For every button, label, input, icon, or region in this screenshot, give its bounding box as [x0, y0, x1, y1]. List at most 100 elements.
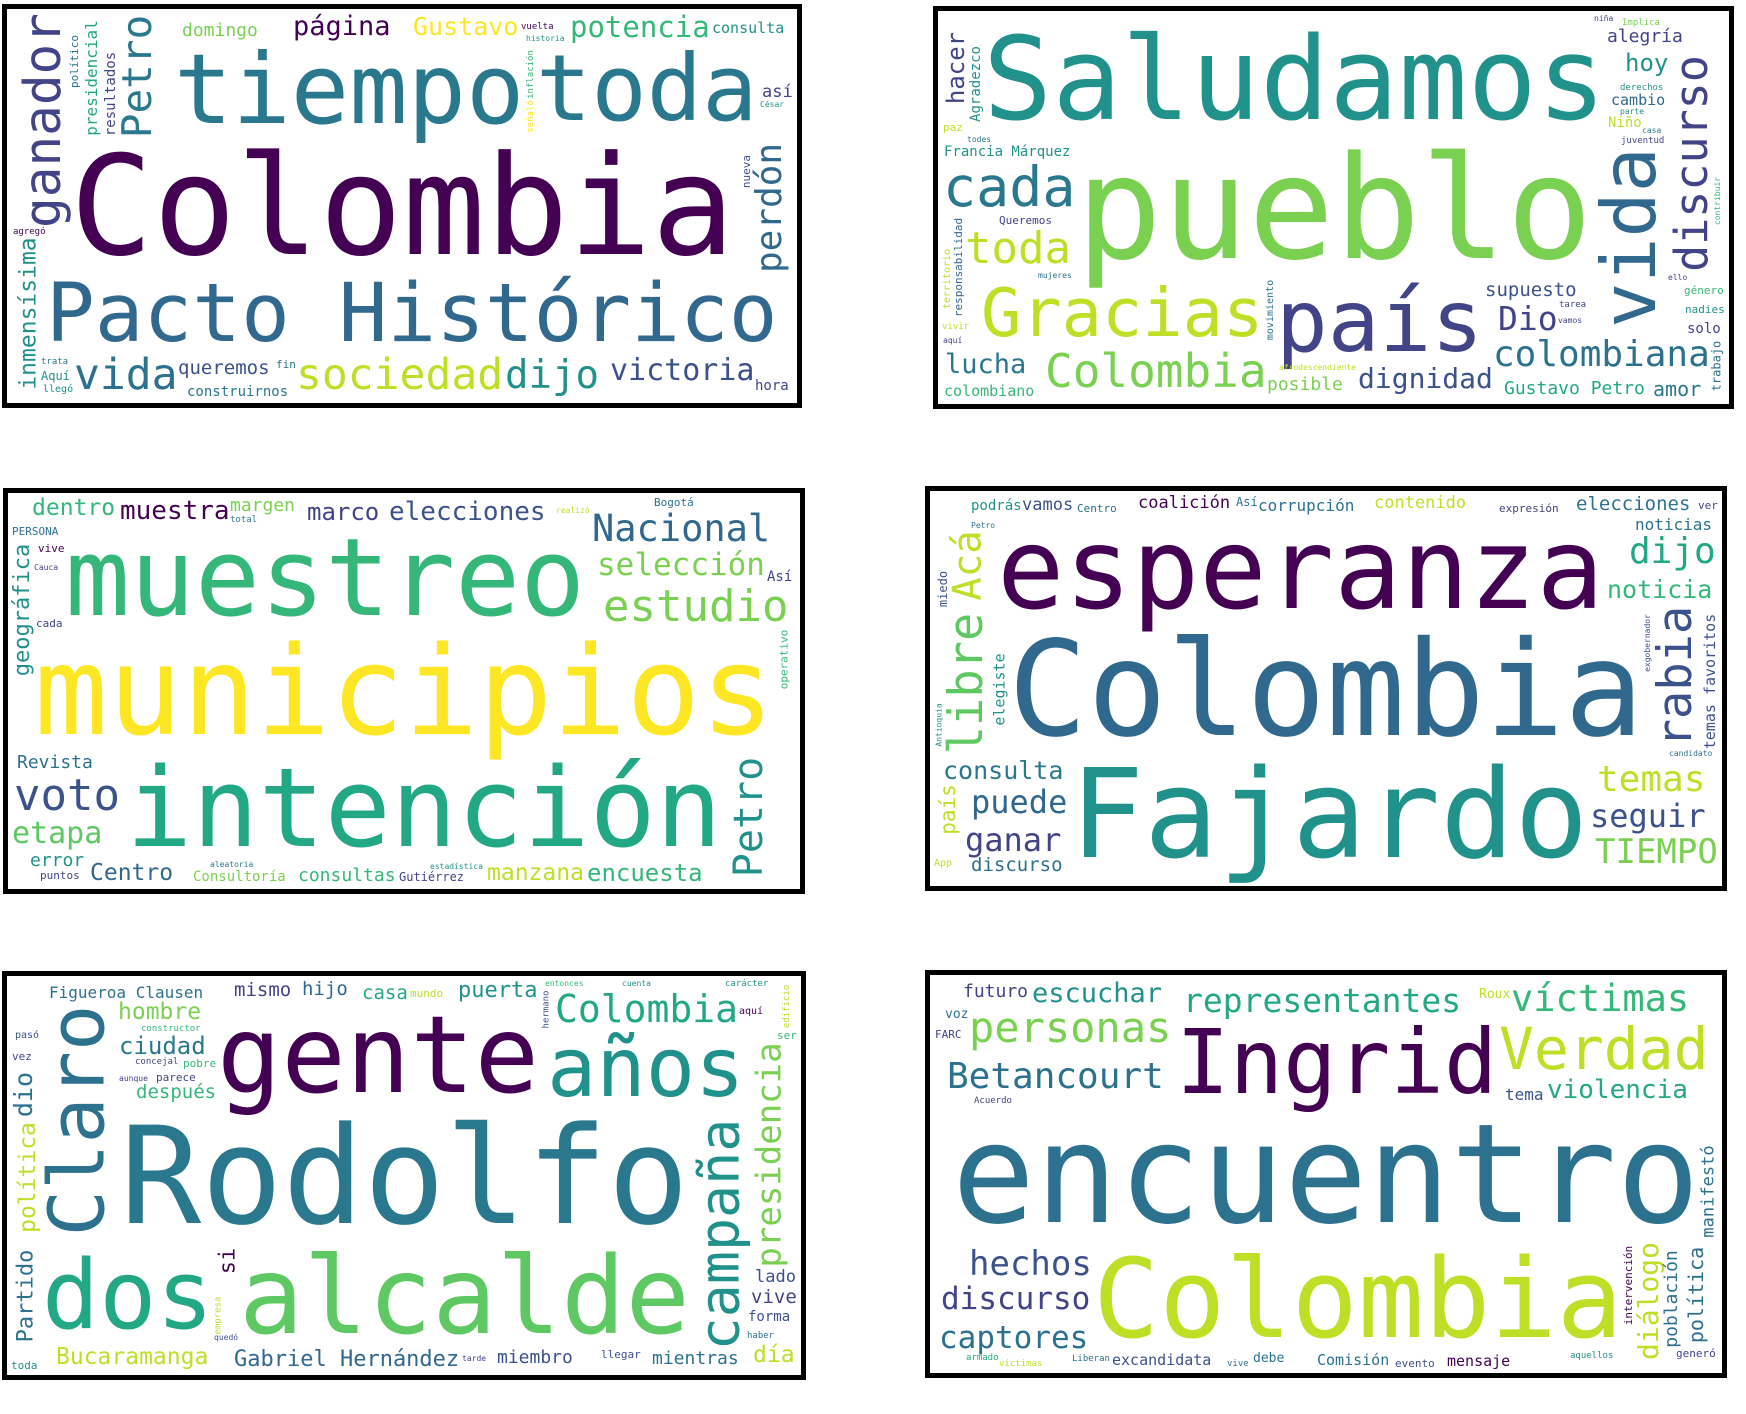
word-cloud-2-word: dignidad: [1358, 362, 1493, 395]
word-cloud-2-word: Gustavo Petro: [1504, 378, 1645, 399]
word-cloud-6-word: política: [1683, 1247, 1708, 1344]
word-cloud-2-word: Implica: [1622, 18, 1660, 28]
word-cloud-1-word: victoria: [610, 353, 755, 388]
word-cloud-2-word: ello: [1668, 273, 1688, 282]
word-cloud-2-word: Queremos: [999, 214, 1052, 227]
word-cloud-1-word: así: [762, 82, 793, 102]
word-cloud-4-word: Centro: [1077, 502, 1117, 515]
word-cloud-4-word: expresión: [1499, 502, 1559, 515]
word-cloud-5-word: años: [547, 1021, 745, 1116]
word-cloud-5-word: haber: [747, 1331, 775, 1341]
word-cloud-3-word: geográfica: [9, 544, 35, 677]
word-cloud-1-word: Aquí: [41, 369, 70, 383]
word-cloud-5-word: aunque: [119, 1074, 148, 1083]
word-cloud-2-word: posible: [1267, 374, 1343, 395]
word-cloud-2-word: movimiento: [1264, 280, 1276, 341]
word-cloud-2-word: vamos: [1558, 316, 1583, 325]
word-cloud-6-word: representantes: [1183, 981, 1462, 1020]
word-cloud-4-word: Fajardo: [1070, 744, 1589, 887]
word-cloud-6-word: FARC: [935, 1028, 962, 1041]
word-cloud-3-word: Bogotá: [654, 496, 694, 509]
word-cloud-2-word: Colombia: [1045, 344, 1267, 398]
word-cloud-3-word: puntos: [40, 869, 80, 882]
word-cloud-3-word: muestreo: [65, 516, 586, 641]
word-cloud-5-word: gente: [217, 994, 540, 1118]
word-cloud-6-word: Liberan: [1072, 1354, 1110, 1364]
word-cloud-3-word: margen: [230, 495, 296, 516]
word-cloud-4-word: elecciones: [1576, 493, 1691, 515]
word-cloud-2-word: pueblo: [1076, 125, 1593, 292]
word-cloud-6-word: mensaje: [1447, 1352, 1511, 1370]
word-cloud-3-word: total: [230, 515, 258, 525]
word-cloud-6-word: hechos: [969, 1244, 1092, 1284]
word-cloud-3-word: estudio: [603, 581, 789, 632]
word-cloud-6-word: Verdad: [1499, 1015, 1709, 1083]
word-cloud-4-word: coalición: [1138, 493, 1231, 513]
word-cloud-4-word: Acá: [945, 530, 991, 601]
word-cloud-4-word: puede: [971, 783, 1068, 821]
word-cloud-3-word: voto: [14, 770, 120, 821]
word-cloud-1-word: Pacto Histórico: [46, 267, 778, 361]
word-cloud-4-word: país: [935, 784, 960, 835]
word-cloud-1-word: domingo: [182, 20, 258, 41]
word-cloud-5-word: carácter: [725, 979, 769, 989]
word-cloud-1-word: consulta: [712, 19, 785, 37]
word-cloud-3-word: Gutiérrez: [399, 870, 465, 884]
word-cloud-3-word: dentro: [32, 495, 116, 521]
word-cloud-5-word: día: [753, 1342, 795, 1368]
word-cloud-2-word: cambio: [1611, 91, 1666, 109]
word-cloud-6-word: diálogo: [1631, 1242, 1665, 1361]
word-cloud-2-word: hoy: [1625, 49, 1669, 77]
word-cloud-2-word: tarea: [1559, 300, 1587, 310]
word-cloud-4-word: seguir: [1590, 797, 1706, 835]
word-cloud-3-word: Centro: [90, 860, 174, 886]
word-cloud-4-word: rabia: [1648, 605, 1704, 747]
word-cloud-4: Colombia esperanza Fajardo temas consulta TIE…: [925, 486, 1727, 891]
word-cloud-2-word: supuesto: [1485, 279, 1577, 301]
word-cloud-6-word: violencia: [1547, 1075, 1688, 1105]
word-cloud-3-word: estadística: [430, 862, 483, 871]
word-cloud-4-word: corrupción: [1258, 496, 1355, 515]
word-cloud-5-word: Gabriel Hernández: [234, 1347, 460, 1372]
word-cloud-5-word: si: [214, 1248, 240, 1275]
word-cloud-5-word: presidencia: [749, 1042, 790, 1268]
word-cloud-2-word: derechos: [1620, 83, 1664, 93]
word-cloud-5-word: entonces: [545, 979, 584, 988]
word-cloud-5-word: pobre: [183, 1057, 217, 1070]
word-cloud-3-word: vive: [38, 542, 65, 555]
word-cloud-1-word: construirnos: [187, 384, 289, 400]
word-cloud-2: pueblo Saludamos país Gracias vida Colombia ca…: [933, 6, 1734, 409]
word-cloud-5-word: quedó: [214, 1333, 239, 1342]
word-cloud-6-word: Comisión: [1317, 1351, 1390, 1369]
word-cloud-1-word: resultados: [102, 52, 119, 137]
word-cloud-4-word: esperanza: [997, 505, 1604, 635]
word-cloud-6-word: debe: [1253, 1351, 1285, 1366]
word-cloud-5-word: vive: [751, 1286, 797, 1308]
word-cloud-6-word: población: [1660, 1250, 1682, 1348]
word-cloud-5-word: constructor: [141, 1024, 201, 1034]
word-cloud-2-word: género: [1684, 284, 1724, 297]
word-cloud-4-word: Petro: [971, 521, 996, 530]
word-cloud-1-word: ganador: [13, 13, 73, 229]
word-cloud-6-word: intervención: [1621, 1246, 1635, 1326]
word-cloud-6-word: excandidata: [1112, 1351, 1212, 1369]
word-cloud-1-word: inmensísima: [15, 237, 42, 390]
word-cloud-6-word: Ingrid: [1176, 1010, 1498, 1114]
word-cloud-4-word: ganar: [965, 821, 1062, 859]
word-cloud-5-word: Colombia: [555, 987, 739, 1031]
word-cloud-2-word: discurso: [1664, 55, 1718, 273]
word-cloud-3-word: realizó: [556, 506, 590, 515]
word-cloud-5-word: puerta: [458, 978, 538, 1003]
word-cloud-1-word: César: [760, 100, 785, 109]
word-cloud-1-word: sociedad: [296, 350, 504, 400]
word-cloud-1-word: nueva: [739, 155, 753, 189]
word-cloud-2-word: nadies: [1685, 303, 1725, 316]
word-cloud-5-word: vez: [12, 1050, 32, 1063]
word-cloud-6-word: manifestó: [1698, 1145, 1719, 1238]
word-cloud-2-word: juventud: [1621, 136, 1665, 146]
word-cloud-3-word: consultas: [298, 865, 396, 886]
word-cloud-4-word: candidato: [1669, 749, 1713, 758]
word-cloud-4-word: podrás: [971, 498, 1022, 514]
word-cloud-5-word: dos: [42, 1241, 214, 1351]
word-cloud-5-word: cuenta: [622, 979, 651, 988]
